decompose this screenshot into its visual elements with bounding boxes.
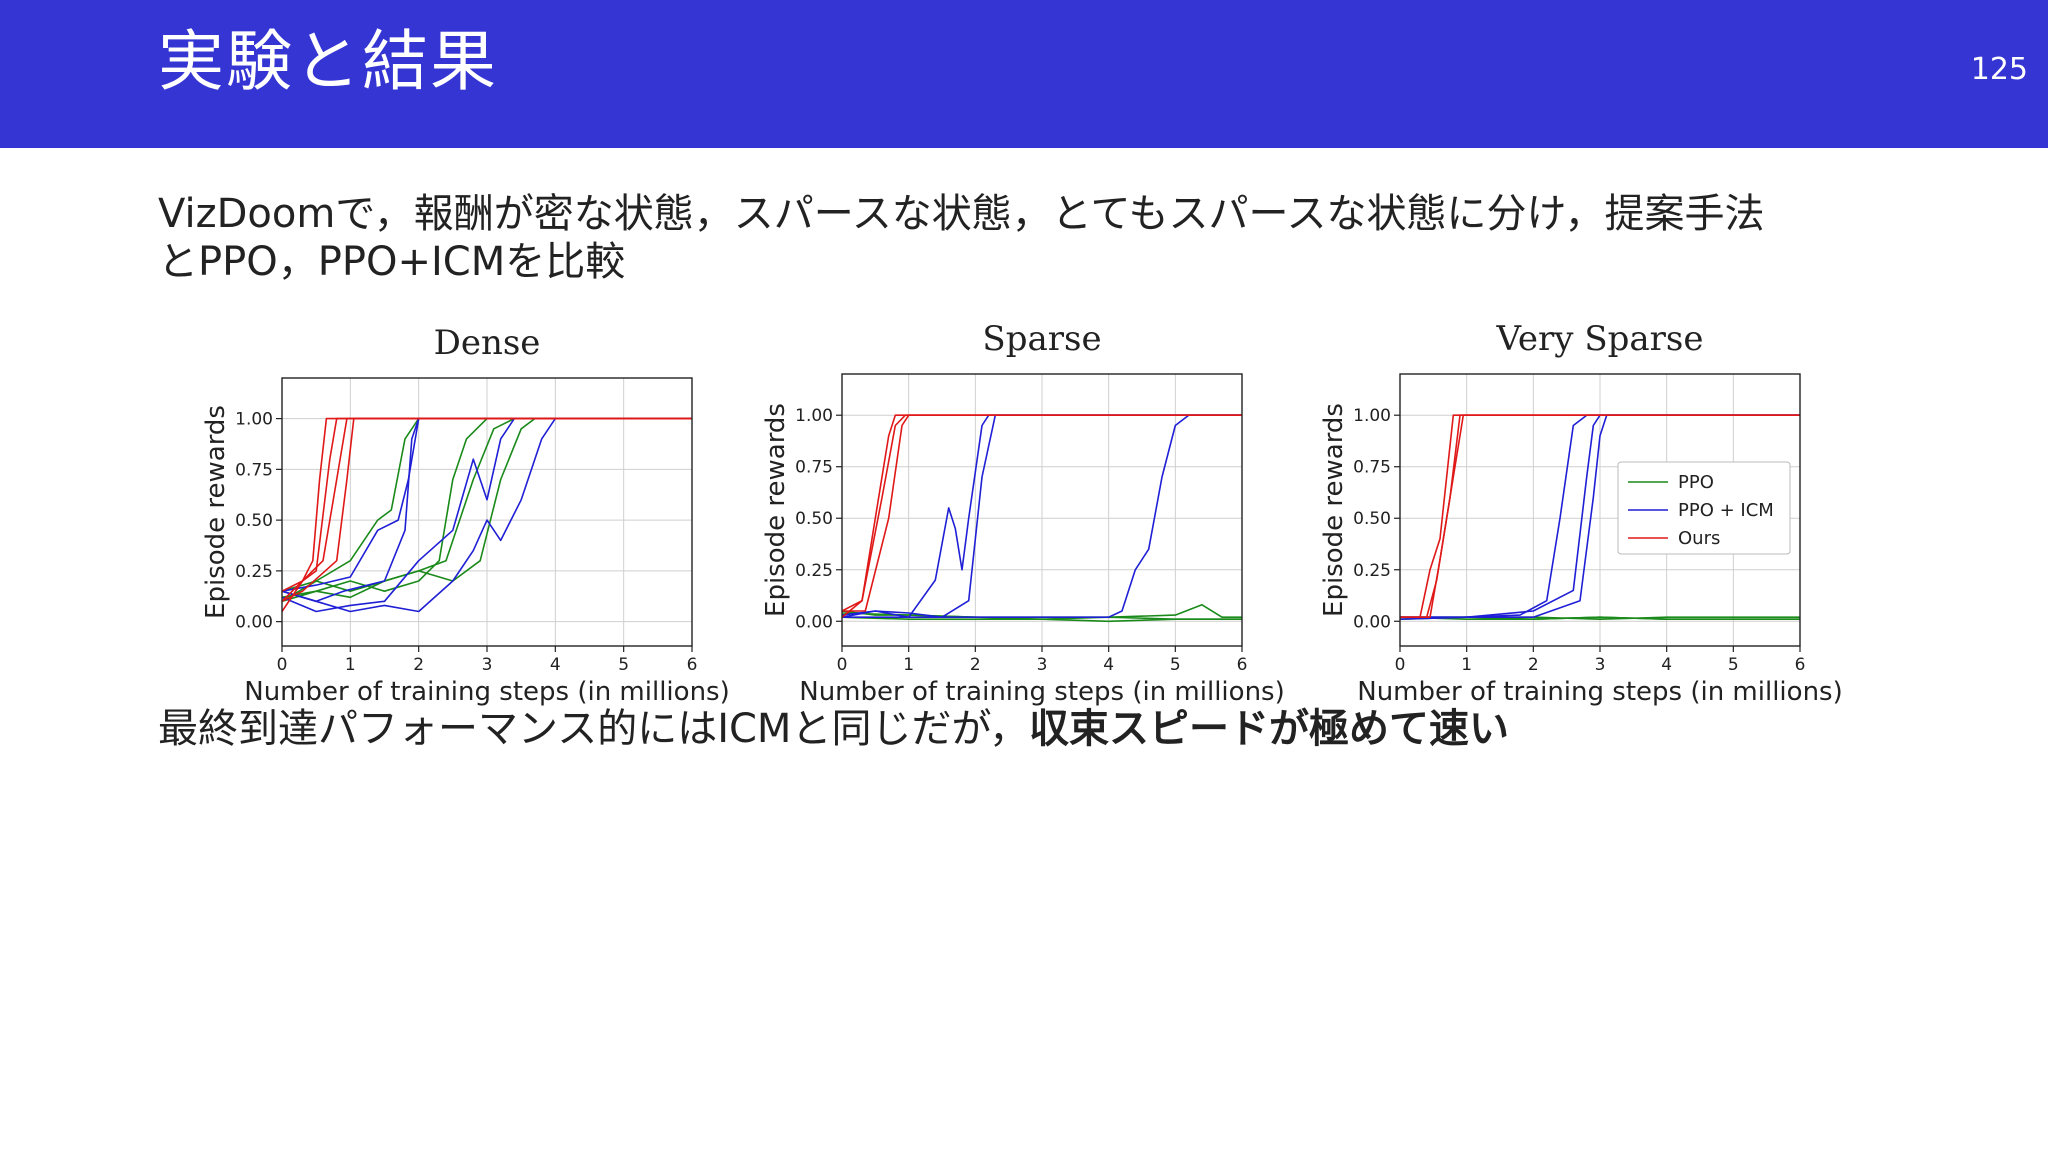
slide-header: 実験と結果 125 (0, 0, 2048, 148)
plot-frame (841, 373, 1243, 647)
page-number: 125 (1970, 52, 2028, 87)
x-axis-label: Number of training steps (in millions) (1357, 677, 1842, 707)
x-tick-label: 3 (1595, 655, 1606, 675)
series-line-ppo-icm-4 (841, 414, 1242, 618)
x-tick-label: 5 (1728, 655, 1739, 675)
y-tick-label: 0.00 (795, 612, 833, 632)
chart-panel-2: Sparse 0 1 2 3 4 5 6 0.00 0.25 0.50 0.75 1.00 Number … (761, 319, 1285, 707)
plot-frame (1399, 373, 1801, 647)
series-line-ours-2 (1400, 414, 1800, 618)
x-tick-label: 3 (482, 655, 493, 675)
y-tick-label: 0.75 (235, 460, 273, 480)
x-tick-label: 1 (1461, 655, 1472, 675)
x-tick-label: 3 (1037, 655, 1048, 675)
x-tick-label: 2 (970, 655, 981, 675)
chart-legend: PPO PPO + ICM Ours (1617, 461, 1791, 555)
series-line-ppo-icm-7 (281, 417, 692, 613)
x-tick-label: 5 (1170, 655, 1181, 675)
charts-figure: Dense 0 1 2 3 4 5 6 0.00 0.25 0.50 0.75 1.00 Number o… (201, 319, 1843, 707)
series-line-ours-3 (281, 417, 692, 603)
chart-panel-3: Very Sparse 0 1 2 3 4 5 6 0.00 0.25 0.50 0.75 1.00 Nu… (1319, 319, 1843, 707)
series-line-ppo-icm-4 (281, 417, 692, 592)
x-tick-label: 6 (1237, 655, 1248, 675)
y-tick-label: 0.50 (235, 511, 273, 531)
x-axis-label: Number of training steps (in millions) (799, 677, 1284, 707)
x-tick-label: 2 (413, 655, 424, 675)
series-line-ours-2 (842, 414, 1242, 612)
y-tick-label: 0.25 (1353, 561, 1391, 581)
y-axis-label: Episode rewards (761, 403, 791, 617)
y-tick-label: 0.75 (1353, 458, 1391, 478)
legend-box (1617, 461, 1791, 555)
x-tick-label: 5 (618, 655, 629, 675)
y-tick-label: 0.50 (1353, 509, 1391, 529)
y-tick-label: 0.75 (795, 458, 833, 478)
y-axis-label: Episode rewards (1319, 403, 1349, 617)
legend-entry: PPO + ICM (1678, 500, 1774, 521)
x-tick-label: 1 (345, 655, 356, 675)
legend-entry: Ours (1678, 528, 1720, 549)
series-line-ppo-icm-4 (1400, 414, 1800, 618)
x-tick-label: 0 (1395, 655, 1406, 675)
series-line-ppo-icm-3 (841, 414, 1242, 618)
y-tick-label: 0.00 (1353, 612, 1391, 632)
conclusion-emphasis: 収束スピードが極めて速い (1029, 706, 1510, 752)
x-tick-label: 1 (903, 655, 914, 675)
y-tick-label: 1.00 (1353, 406, 1391, 426)
x-tick-label: 4 (1661, 655, 1672, 675)
conclusion-text: 最終到達パフォーマンス的にはICMと同じだが，収束スピードが極めて速い (158, 705, 1509, 753)
y-tick-label: 1.00 (795, 406, 833, 426)
series-line-ppo-8 (1399, 616, 1800, 620)
legend-entry: PPO (1678, 472, 1714, 493)
x-tick-label: 0 (277, 655, 288, 675)
x-tick-label: 2 (1528, 655, 1539, 675)
series-line-ppo-icm-5 (1399, 414, 1800, 620)
plot-frame (281, 377, 693, 647)
x-axis-label: Number of training steps (in millions) (244, 677, 729, 707)
y-tick-label: 0.50 (795, 509, 833, 529)
slide-title: 実験と結果 (158, 23, 498, 100)
chart-title: Very Sparse (1496, 319, 1704, 359)
conclusion-plain: 最終到達パフォーマンス的にはICMと同じだが， (158, 706, 1030, 752)
intro-text-line2: とPPO，PPO+ICMを比較 (158, 239, 626, 285)
x-tick-label: 6 (687, 655, 698, 675)
y-axis-label: Episode rewards (201, 405, 231, 619)
y-tick-label: 0.25 (795, 561, 833, 581)
y-tick-label: 0.25 (235, 562, 273, 582)
y-tick-label: 0.00 (235, 613, 273, 633)
x-tick-label: 4 (1103, 655, 1114, 675)
chart-title: Sparse (982, 319, 1101, 359)
intro-text-line1: VizDoomで，報酬が密な状態，スパースな状態，とてもスパースな状態に分け，提… (158, 191, 1765, 237)
chart-title: Dense (434, 323, 541, 363)
y-tick-label: 1.00 (235, 410, 273, 430)
series-line-ppo-icm-5 (842, 414, 1242, 618)
series-line-ppo-8 (281, 417, 692, 592)
x-tick-label: 4 (550, 655, 561, 675)
x-tick-label: 0 (837, 655, 848, 675)
x-tick-label: 6 (1795, 655, 1806, 675)
chart-panel-1: Dense 0 1 2 3 4 5 6 0.00 0.25 0.50 0.75 1.00 Number o… (201, 323, 730, 707)
series-line-ppo-8 (841, 616, 1242, 623)
